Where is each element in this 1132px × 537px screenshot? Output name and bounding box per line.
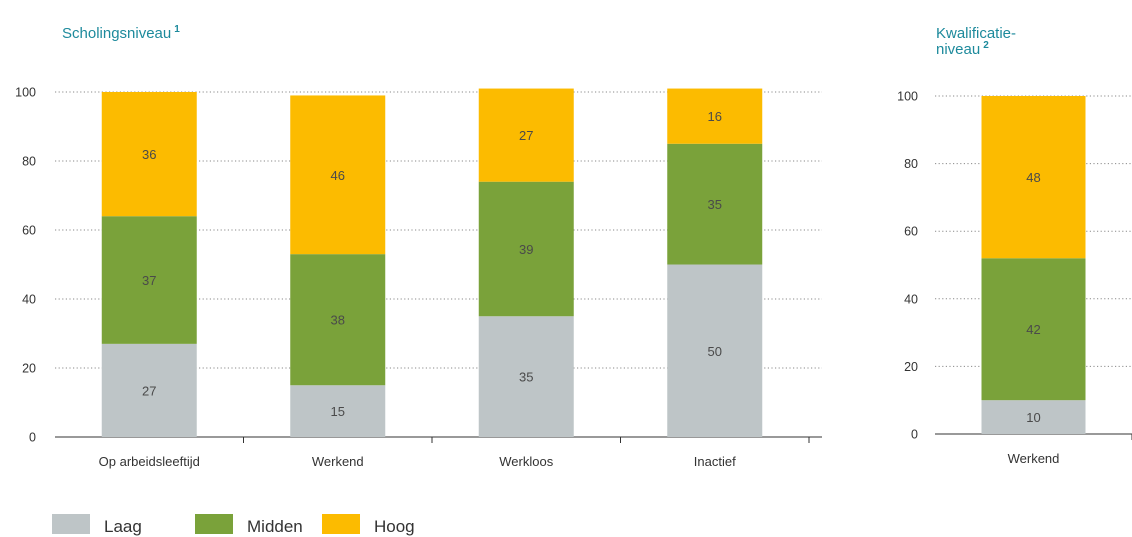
bar-segment-midden bbox=[667, 143, 763, 265]
data-label: 39 bbox=[519, 242, 533, 257]
legend-swatch-hoog bbox=[322, 514, 360, 534]
y-tick-label: 0 bbox=[911, 428, 918, 442]
bar-segment-midden bbox=[478, 181, 574, 317]
bar-segment-midden bbox=[290, 254, 386, 386]
y-tick-label: 60 bbox=[904, 225, 918, 239]
y-tick-label: 40 bbox=[22, 293, 36, 307]
y-tick-label: 40 bbox=[904, 292, 918, 306]
data-label: 10 bbox=[1026, 410, 1040, 425]
y-tick-label: 20 bbox=[22, 362, 36, 376]
data-label: 38 bbox=[331, 313, 345, 328]
category-label: Inactief bbox=[694, 454, 736, 469]
data-label: 27 bbox=[142, 383, 156, 398]
bar-segment-midden bbox=[981, 258, 1086, 401]
data-label: 37 bbox=[142, 273, 156, 288]
bar-segment-laag bbox=[101, 343, 197, 437]
data-label: 15 bbox=[331, 404, 345, 419]
chart1-plot: 0 20 40 60 80 100 27 37 36 Op arbeidsleeftijd 15 38… bbox=[15, 86, 822, 469]
chart2-title-line2: niveau 2 bbox=[936, 40, 989, 58]
data-label: 50 bbox=[708, 344, 722, 359]
y-tick-label: 0 bbox=[29, 431, 36, 445]
category-label: Werkend bbox=[312, 454, 364, 469]
data-label: 36 bbox=[142, 147, 156, 162]
data-label: 35 bbox=[708, 197, 722, 212]
bar-segment-hoog bbox=[290, 95, 386, 255]
chart1-title: Scholingsniveau 1 bbox=[62, 24, 180, 42]
y-tick-label: 60 bbox=[22, 224, 36, 238]
data-label: 46 bbox=[331, 168, 345, 183]
bar-segment-hoog bbox=[101, 92, 197, 217]
y-tick-label: 20 bbox=[904, 360, 918, 374]
data-label: 27 bbox=[519, 128, 533, 143]
category-label: Werkend bbox=[1008, 451, 1060, 466]
chart2-plot: 0 20 40 60 80 100 10 42 48 Werkend bbox=[897, 90, 1132, 466]
chart2-title: Kwalificatie- bbox=[936, 25, 1016, 42]
y-tick-label: 80 bbox=[22, 155, 36, 169]
y-tick-label: 80 bbox=[904, 157, 918, 171]
legend-label-hoog: Hoog bbox=[374, 517, 415, 536]
data-label: 48 bbox=[1026, 170, 1040, 185]
data-label: 16 bbox=[708, 109, 722, 124]
data-label: 42 bbox=[1026, 322, 1040, 337]
legend-swatch-midden bbox=[195, 514, 233, 534]
legend-label-laag: Laag bbox=[104, 517, 142, 536]
bar-segment-laag bbox=[478, 316, 574, 437]
bar-segment-hoog bbox=[478, 88, 574, 182]
bar-segment-laag bbox=[290, 385, 386, 437]
legend-swatch-laag bbox=[52, 514, 90, 534]
data-label: 35 bbox=[519, 370, 533, 385]
category-label: Werkloos bbox=[499, 454, 553, 469]
bar-segment-hoog bbox=[667, 88, 763, 144]
bar-segment-laag bbox=[667, 264, 763, 437]
category-label: Op arbeidsleeftijd bbox=[99, 454, 200, 469]
y-tick-label: 100 bbox=[15, 86, 36, 100]
bar-segment-laag bbox=[981, 400, 1086, 434]
bar-segment-hoog bbox=[981, 96, 1086, 259]
legend-label-midden: Midden bbox=[247, 517, 303, 536]
bar-segment-midden bbox=[101, 216, 197, 344]
legend: Laag Midden Hoog bbox=[52, 514, 415, 536]
y-tick-label: 100 bbox=[897, 90, 918, 104]
